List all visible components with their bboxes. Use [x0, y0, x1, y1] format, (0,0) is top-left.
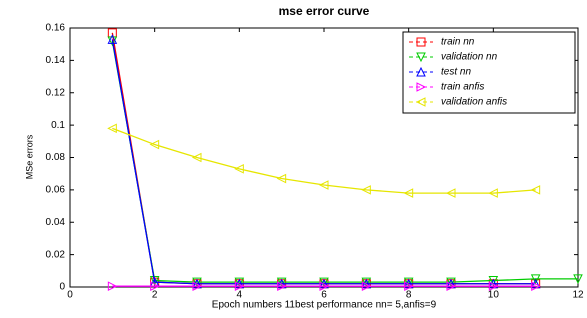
- y-tick-label: 0.12: [46, 87, 66, 98]
- y-tick-label: 0.14: [46, 55, 66, 66]
- legend-label: validation anfis: [441, 97, 507, 108]
- y-tick-label: 0.04: [46, 217, 66, 228]
- x-tick-label: 12: [572, 290, 584, 301]
- chart: mse error curve Epoch numbers 11best per…: [0, 0, 587, 313]
- x-tick-label: 4: [237, 290, 243, 301]
- y-tick-label: 0.06: [46, 185, 66, 196]
- legend-label: validation nn: [441, 52, 498, 63]
- x-tick-label: 0: [67, 290, 73, 301]
- y-tick-label: 0: [59, 282, 65, 293]
- y-tick-label: 0.1: [51, 120, 65, 131]
- legend-label: train anfis: [441, 82, 484, 93]
- y-axis-label: MSe errors: [24, 134, 34, 179]
- x-tick-label: 6: [321, 290, 327, 301]
- x-tick-label: 10: [488, 290, 500, 301]
- data-point: [108, 124, 116, 132]
- y-tick-label: 0.16: [46, 23, 66, 34]
- x-axis-label: Epoch numbers 11best performance nn= 5,a…: [212, 300, 437, 311]
- x-tick-label: 2: [152, 290, 158, 301]
- legend-label: train nn: [441, 37, 475, 48]
- y-tick-label: 0.08: [46, 152, 66, 163]
- legend-label: test nn: [441, 67, 471, 78]
- x-tick-label: 8: [406, 290, 412, 301]
- y-tick-label: 0.02: [46, 249, 66, 260]
- chart-title: mse error curve: [279, 4, 370, 18]
